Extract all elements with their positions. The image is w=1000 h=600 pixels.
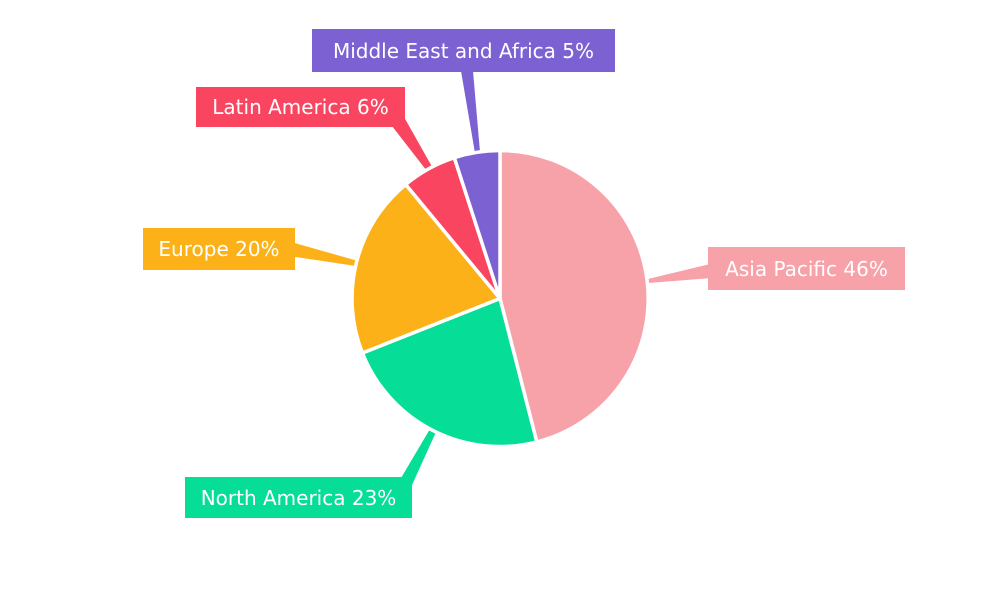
callout-label-text: North America 23% xyxy=(200,485,397,510)
callout-label-text: Latin America 6% xyxy=(212,95,389,119)
pie-slices xyxy=(350,148,650,449)
leader-lines xyxy=(289,71,712,485)
leader-line-latin-america xyxy=(392,117,435,175)
pie-slice-europe[interactable] xyxy=(350,182,502,355)
leader-line-asia-pacific xyxy=(648,264,712,283)
callout-label-text: Europe 20% xyxy=(158,237,280,261)
pie-slice-asia-pacific[interactable] xyxy=(498,148,650,444)
callout-label-text: Middle East and Africa 5% xyxy=(332,38,595,63)
pie-slice-north-america[interactable] xyxy=(360,296,539,449)
callout-label-text: Asia Pacific 46% xyxy=(725,256,888,281)
callout-label-europe: Europe 20% xyxy=(143,228,295,270)
callout-label-middle-east-and-africa: Middle East and Africa 5% xyxy=(312,29,615,72)
leader-line-europe xyxy=(289,242,358,266)
callout-label-asia-pacific: Asia Pacific 46% xyxy=(708,247,905,290)
callout-label-latin-america: Latin America 6% xyxy=(196,87,405,127)
leader-line-middle-east-and-africa xyxy=(461,71,480,153)
callout-label-north-america: North America 23% xyxy=(185,477,412,518)
pie-slice-middle-east-and-africa[interactable] xyxy=(452,148,502,301)
leader-line-north-america xyxy=(401,429,436,485)
